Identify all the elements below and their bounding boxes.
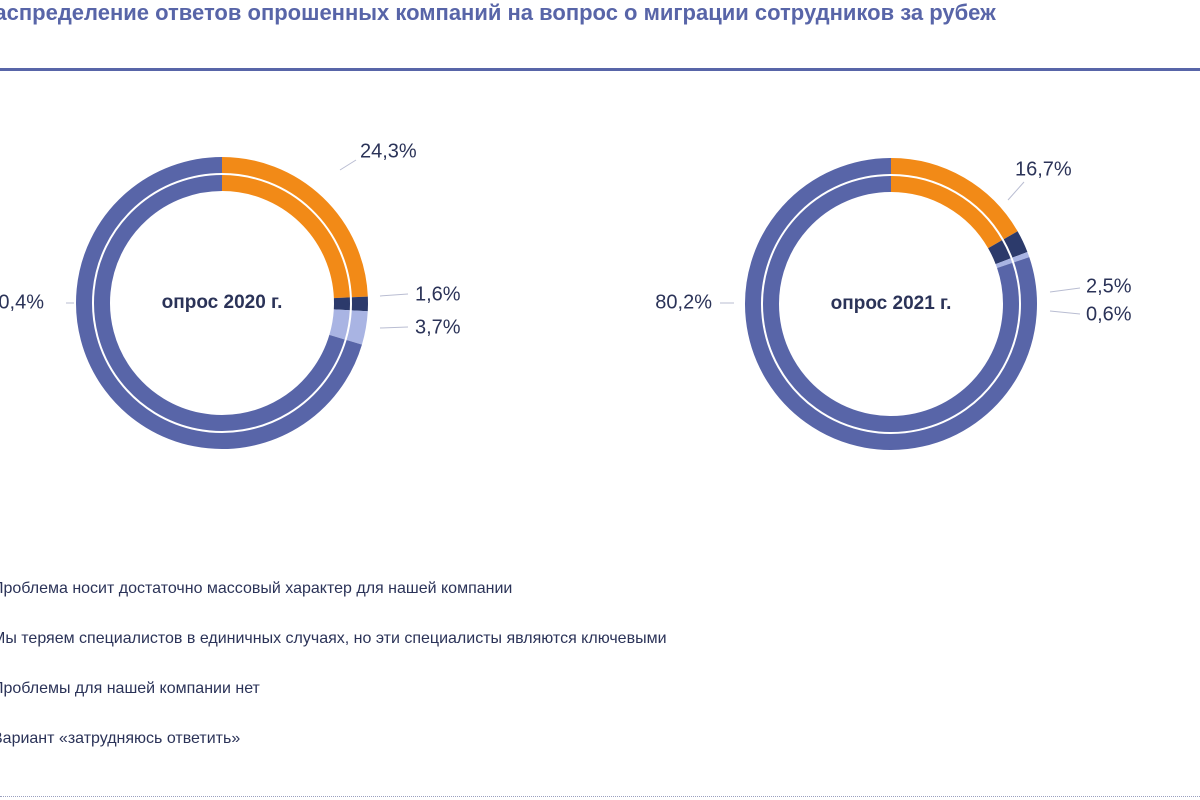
slice-value-label: 80,2% <box>655 291 712 313</box>
legend-item-mass: Проблема носит достаточно массовый харак… <box>0 580 513 597</box>
donut-slice-outer <box>76 157 362 449</box>
donut-2021: 16,7% 2,5% 0,6% 80,2% опрос 2021 г. <box>655 158 1132 450</box>
donut-slice-inner <box>221 175 350 299</box>
leader-line <box>1049 287 1081 293</box>
donut-slice-outer <box>745 158 1037 450</box>
donut-slice-inner <box>763 176 1019 432</box>
legend-item-no-problem: Проблемы для нашей компании нет <box>0 680 260 697</box>
donut-slice-outer <box>1012 251 1030 263</box>
leader-line <box>1007 181 1025 201</box>
slice-value-label: 24,3% <box>360 140 417 162</box>
leader-line <box>379 293 409 297</box>
slice-value-label: 3,7% <box>415 316 461 338</box>
leader-line <box>339 159 357 171</box>
donut-slice-inner <box>94 175 345 431</box>
donut-2020: 24,3% 1,6% 3,7% 70,4% опрос 2020 г. <box>0 140 461 449</box>
donut-center-label: опрос 2020 г. <box>162 292 283 313</box>
legend: Проблема носит достаточно массовый харак… <box>0 576 667 776</box>
chart-title: Распределение ответов опрошенных компани… <box>0 0 996 25</box>
legend-item-key-specialists: Мы теряем специалистов в единичных случа… <box>0 630 667 647</box>
donut-slice-inner <box>890 176 1002 249</box>
slice-value-label: 0,6% <box>1086 303 1132 325</box>
footer-divider <box>0 796 1200 797</box>
slice-value-label: 2,5% <box>1086 275 1132 297</box>
donut-slice-inner <box>995 258 1013 269</box>
donut-slice-outer <box>890 158 1018 240</box>
slice-value-label: 1,6% <box>415 283 461 305</box>
slice-value-label: 16,7% <box>1015 158 1072 180</box>
leader-line <box>379 326 409 329</box>
donut-slice-outer <box>1003 231 1028 258</box>
legend-item-hard-to-answer: Вариант «затрудняюсь ответить» <box>0 730 241 747</box>
donut-slice-outer <box>221 157 368 298</box>
title-divider <box>0 68 1200 71</box>
slice-value-label: 70,4% <box>0 291 44 313</box>
donut-center-label: опрос 2021 г. <box>831 293 952 314</box>
donut-slice-inner <box>988 240 1011 265</box>
donut-slice-inner <box>329 309 350 340</box>
leader-line <box>1049 310 1081 315</box>
donut-slice-outer <box>346 310 368 345</box>
